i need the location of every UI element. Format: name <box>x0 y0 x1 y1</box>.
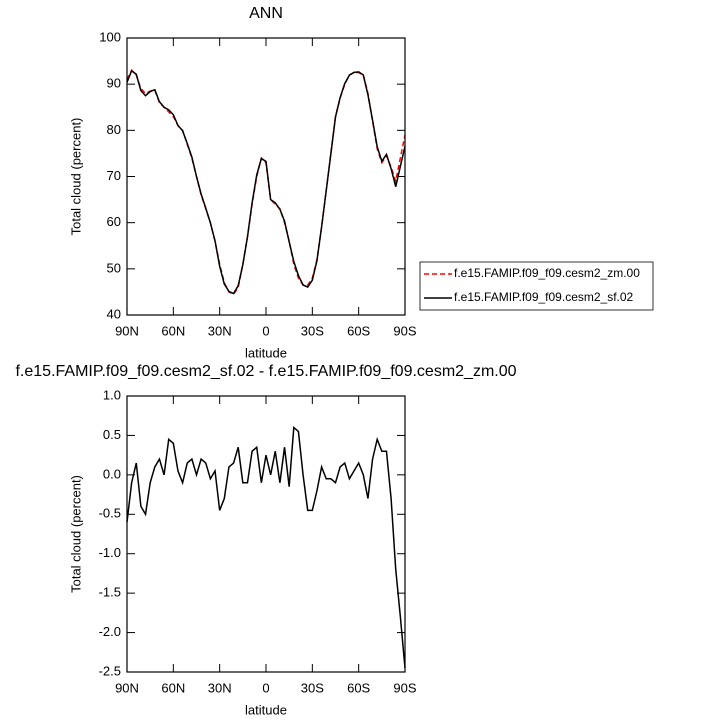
y-tick-label: 50 <box>107 260 121 275</box>
y-tick-label: 1.0 <box>103 387 121 402</box>
x-tick-label: 0 <box>262 680 269 695</box>
x-tick-label: 60N <box>161 323 185 338</box>
x-tick-label: 30N <box>208 323 232 338</box>
x-tick-label: 30S <box>301 680 324 695</box>
x-tick-label: 90S <box>393 323 416 338</box>
y-tick-label: -0.5 <box>99 506 121 521</box>
plot-frame <box>126 395 406 673</box>
data-line <box>126 69 406 296</box>
y-tick-label: 40 <box>107 306 121 321</box>
x-axis-label: latitude <box>245 345 287 360</box>
x-tick-label: 30N <box>208 680 232 695</box>
y-tick-label: 90 <box>107 76 121 91</box>
x-tick-label: 0 <box>262 323 269 338</box>
x-tick-label: 60N <box>161 680 185 695</box>
plot-frame <box>126 37 406 316</box>
y-tick-label: 100 <box>99 29 121 44</box>
y-axis-label: Total cloud (percent) <box>68 118 83 236</box>
x-tick-label: 30S <box>301 323 324 338</box>
y-tick-label: 0.0 <box>103 466 121 481</box>
legend-label: f.e15.FAMIP.f09_f09.cesm2_zm.00 <box>454 266 640 280</box>
y-tick-label: 60 <box>107 214 121 229</box>
y-tick-label: -1.5 <box>99 585 121 600</box>
x-tick-label: 60S <box>347 680 370 695</box>
x-tick-label: 90N <box>115 323 139 338</box>
chart-title: f.e15.FAMIP.f09_f09.cesm2_sf.02 - f.e15.… <box>15 363 516 380</box>
x-tick-label: 60S <box>347 323 370 338</box>
y-tick-label: -2.0 <box>99 624 121 639</box>
x-tick-label: 90S <box>393 680 416 695</box>
y-tick-label: 0.5 <box>103 427 121 442</box>
legend-label: f.e15.FAMIP.f09_f09.cesm2_sf.02 <box>454 290 634 304</box>
data-line <box>126 426 406 669</box>
y-tick-label: 80 <box>107 122 121 137</box>
legend-box <box>419 261 654 311</box>
data-line <box>126 69 406 295</box>
y-axis-label: Total cloud (percent) <box>68 475 83 593</box>
chart-title: ANN <box>249 5 283 22</box>
y-tick-label: -1.0 <box>99 545 121 560</box>
x-tick-label: 90N <box>115 680 139 695</box>
y-tick-label: 70 <box>107 168 121 183</box>
y-tick-label: -2.5 <box>99 663 121 678</box>
x-axis-label: latitude <box>245 702 287 717</box>
